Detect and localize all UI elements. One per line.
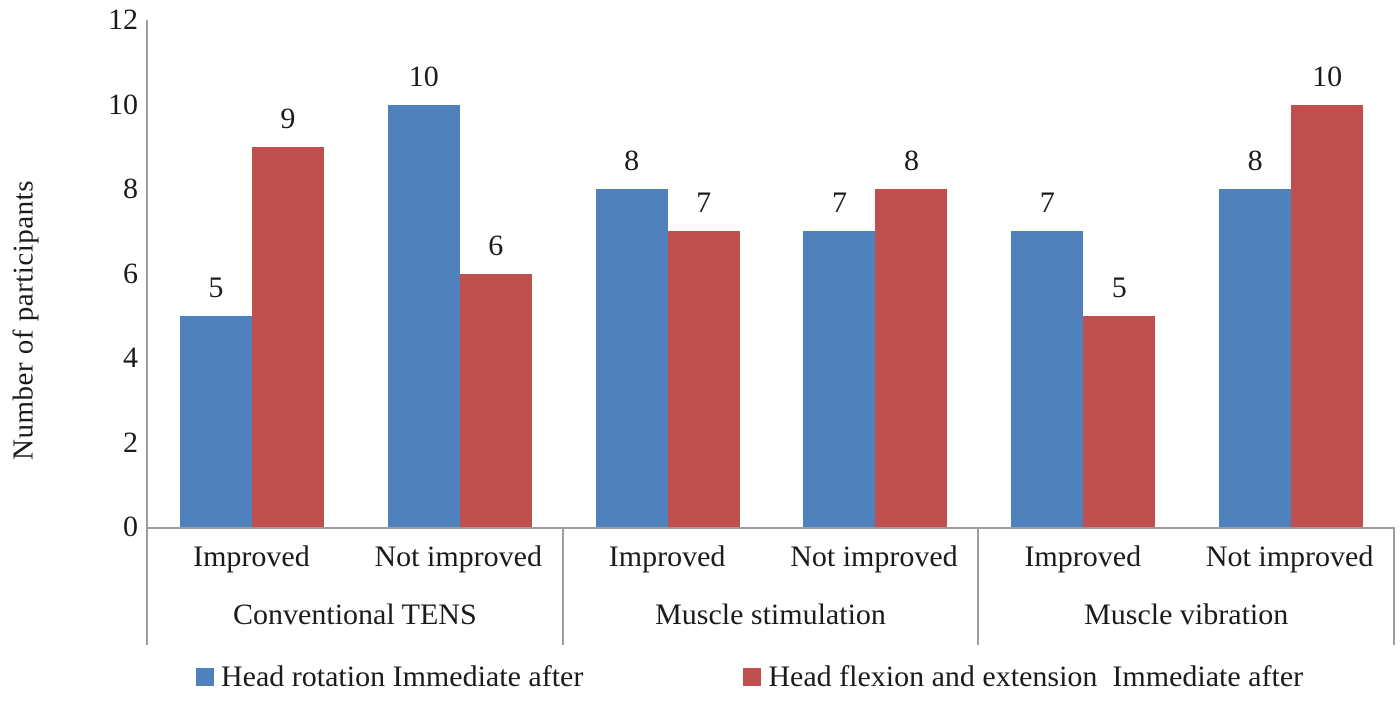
x-axis-category-box: Improved Not improved Conventional TENS Imp… (146, 527, 1396, 645)
bar-series1: 8 (1219, 144, 1292, 527)
bar-pair: 8 10 (1187, 60, 1395, 527)
bar-group: 5 9 10 6 (148, 20, 564, 527)
category-group: Improved Not improved Muscle stimulation (561, 529, 978, 645)
bar-series2: 6 (459, 229, 532, 527)
bar-value-label: 7 (696, 186, 712, 220)
bar-series2: 9 (251, 102, 324, 527)
category-group-label: Muscle vibration (1084, 598, 1289, 631)
bar-value-label: 5 (208, 270, 224, 304)
category-sub-row: Improved Not improved (564, 529, 978, 585)
category-group: Improved Not improved Conventional TENS (146, 529, 562, 645)
legend-label: Head rotation Immediate after (221, 660, 584, 693)
y-tick-label: 2 (123, 425, 138, 459)
category-group: Improved Not improved Muscle vibration (977, 529, 1396, 645)
bar-value-label: 8 (903, 144, 919, 177)
bar-group: 7 5 8 10 (979, 20, 1395, 527)
legend-item: Head flexion and extension Immediate aft… (743, 660, 1303, 694)
bar-series2: 10 (1291, 60, 1364, 527)
legend: Head rotation Immediate after Head flexio… (196, 660, 1303, 694)
bar-series2: 8 (875, 144, 948, 527)
legend-swatch (743, 668, 762, 686)
category-label: Improved (608, 540, 726, 573)
y-tick-label: 6 (123, 256, 138, 290)
y-tick-label: 8 (123, 172, 138, 205)
category-label: Not improved (790, 540, 958, 573)
bar-series2: 7 (667, 186, 740, 527)
bar-value-label: 10 (1312, 59, 1343, 93)
category-group-label: Conventional TENS (233, 598, 477, 631)
y-axis-ticks: 0 2 4 6 8 10 12 (0, 0, 138, 704)
category-label: Improved (1024, 540, 1142, 573)
bar-series1: 8 (595, 144, 668, 527)
bar-series1: 5 (179, 271, 252, 527)
bar-value-label: 7 (1039, 186, 1055, 220)
bar-series1: 10 (387, 60, 460, 527)
category-sub-row: Improved Not improved (979, 529, 1393, 585)
bar-series2: 5 (1083, 271, 1156, 527)
bar-value-label: 6 (488, 228, 504, 262)
bar-series1: 7 (1011, 186, 1084, 527)
y-tick-label: 12 (108, 3, 138, 36)
bar-series1: 7 (803, 186, 876, 527)
bar-value-label: 10 (408, 59, 439, 93)
category-group-label: Muscle stimulation (655, 598, 886, 631)
plot-area: 5 9 10 6 8 7 7 8 7 5 8 10 (148, 20, 1395, 527)
bar-value-label: 5 (1111, 270, 1127, 304)
y-tick-label: 4 (123, 341, 138, 374)
y-tick-label: 10 (108, 87, 138, 121)
bar-value-label: 7 (831, 186, 847, 220)
legend-item: Head rotation Immediate after (196, 660, 583, 694)
category-label: Not improved (1205, 540, 1374, 573)
legend-swatch (196, 668, 214, 686)
category-sub-row: Improved Not improved (148, 529, 562, 585)
y-tick-label: 0 (123, 510, 138, 543)
bar-value-label: 8 (1247, 144, 1263, 177)
legend-label: Head flexion and extension Immediate aft… (768, 660, 1304, 693)
bar-value-label: 8 (624, 144, 640, 177)
category-label: Not improved (374, 540, 542, 573)
category-label: Improved (193, 540, 310, 573)
bar-value-label: 9 (280, 101, 296, 135)
y-axis-line (146, 20, 148, 527)
bar-pair: 10 6 (356, 60, 564, 527)
